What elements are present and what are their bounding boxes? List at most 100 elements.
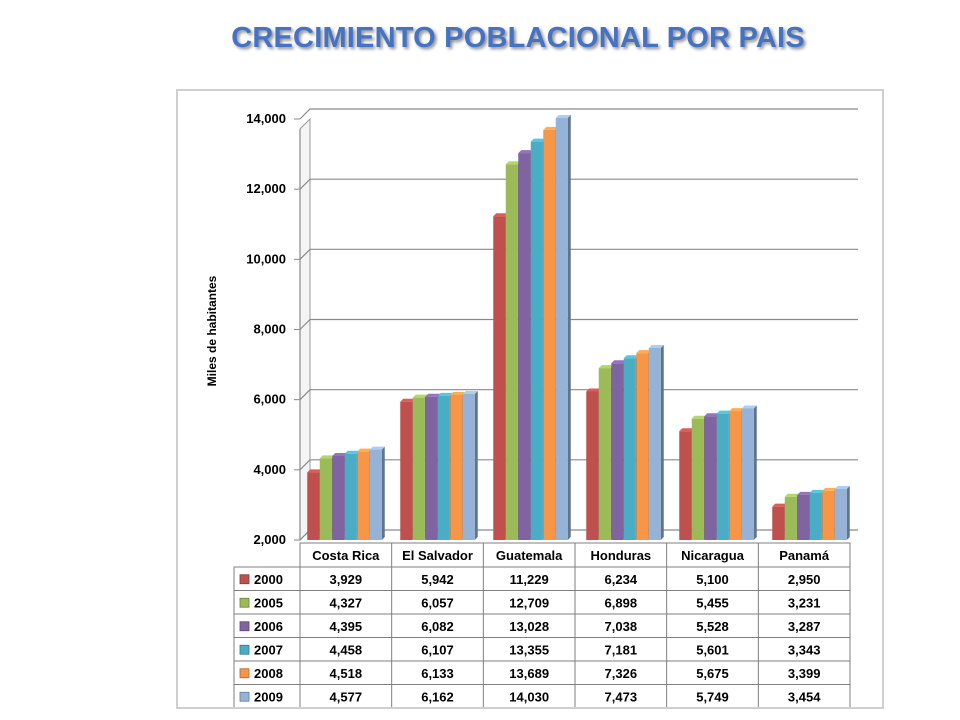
table-cell-value: 13,028	[509, 619, 549, 634]
bar-front	[822, 490, 835, 540]
gridline	[299, 248, 858, 260]
bar-top	[437, 392, 453, 396]
y-tick-label: 12,000	[246, 181, 286, 196]
y-tick-label: 4,000	[253, 462, 286, 477]
bar-top	[450, 392, 466, 396]
category-label: Honduras	[590, 548, 651, 563]
table-cell-value: 5,942	[421, 572, 454, 587]
series-name: 2000	[254, 572, 283, 587]
bar-front	[598, 368, 611, 540]
bar-front	[307, 472, 320, 540]
bar-top	[648, 344, 664, 348]
table-cell-value: 6,082	[421, 619, 454, 634]
bar-front	[450, 395, 463, 540]
table-cell-value: 3,454	[788, 689, 821, 704]
table-cell-value: 6,133	[421, 666, 454, 681]
bar-front	[518, 153, 531, 540]
axis-layer: 2,000 4,000 6,000 8,000 10,000 12,000 14,000	[246, 111, 301, 547]
bar-front	[332, 455, 345, 540]
legend-key	[239, 668, 250, 679]
series-name: 2009	[254, 689, 283, 704]
bar-top	[412, 394, 428, 398]
bar-front	[462, 393, 475, 540]
bar-top	[493, 213, 509, 217]
series-name: 2006	[254, 619, 283, 634]
bar-front	[493, 216, 506, 540]
bar-top	[691, 415, 707, 419]
bar-top	[809, 489, 825, 493]
table-cell-value: 13,689	[509, 666, 549, 681]
bar	[555, 114, 571, 540]
page-title: CRECIMIENTO POBLACIONAL POR PAIS	[231, 22, 805, 54]
table-cell-value: 5,749	[696, 689, 729, 704]
legend-key	[239, 621, 250, 632]
table-cell-value: 2,950	[788, 572, 821, 587]
gridline	[299, 108, 858, 120]
y-tick-label: 8,000	[253, 322, 286, 337]
table-cell-value: 5,675	[696, 666, 729, 681]
legend-key	[239, 644, 250, 655]
bar-front	[611, 363, 624, 540]
bar-side	[660, 344, 664, 540]
gridline	[299, 389, 858, 401]
bar-front	[530, 141, 543, 540]
bar-top	[400, 398, 416, 402]
bar-front	[797, 494, 810, 540]
bar-front	[412, 397, 425, 540]
bar-front	[704, 416, 717, 540]
category-label: Nicaragua	[681, 548, 745, 563]
bar-top	[344, 450, 360, 454]
bar-top	[797, 491, 813, 495]
data-table: Costa Rica El Salvador Guatemala Honduras Ni…	[233, 542, 851, 707]
table-cell-value: 5,455	[696, 595, 729, 610]
table-cell-value: 14,030	[509, 689, 549, 704]
table-cell-value: 4,395	[330, 619, 363, 634]
bar-top	[636, 350, 652, 354]
bar-front	[716, 413, 729, 540]
legend-key	[239, 597, 250, 608]
bar-front	[679, 431, 692, 540]
bar-side	[753, 405, 757, 540]
table-cell-value: 11,229	[510, 572, 549, 587]
bar-top	[425, 393, 441, 397]
table-cell-value: 12,709	[509, 595, 549, 610]
bar-top	[772, 503, 788, 507]
bar-front	[772, 506, 785, 540]
table-cell-value: 3,231	[788, 595, 821, 610]
category-label: El Salvador	[402, 548, 473, 563]
bar-top	[784, 493, 800, 497]
bar-front	[784, 496, 797, 540]
series-name: 2008	[254, 666, 283, 681]
bar-front	[555, 117, 568, 540]
bar-top	[716, 410, 732, 414]
grid-layer	[299, 108, 858, 542]
bar-side	[474, 390, 478, 540]
legend-key	[239, 691, 250, 702]
bar-front	[400, 401, 413, 540]
table-cell-value: 13,355	[509, 642, 549, 657]
chart-frame: 2,000 4,000 6,000 8,000 10,000 12,000 14,000 C…	[176, 89, 884, 709]
bar-top	[462, 390, 478, 394]
table-cell-value: 6,898	[605, 595, 638, 610]
table-cell-value: 6,162	[421, 689, 454, 704]
bar-front	[741, 408, 754, 540]
table-cell-value: 4,458	[330, 642, 363, 657]
bar-front	[425, 396, 438, 540]
bar-top	[834, 485, 850, 489]
table-row	[233, 684, 851, 707]
table-cell-value: 4,327	[330, 595, 363, 610]
bar-top	[741, 405, 757, 409]
bar-top	[586, 388, 602, 392]
table-cell-value: 6,234	[605, 572, 638, 587]
bar-top	[307, 469, 323, 473]
bar-top	[319, 455, 335, 459]
table-cell-value: 5,100	[696, 572, 729, 587]
bar	[834, 485, 850, 540]
y-tick-label: 10,000	[246, 251, 286, 266]
category-label: Panamá	[779, 548, 830, 563]
bar-front	[834, 488, 847, 540]
table-cell-value: 4,518	[330, 666, 363, 681]
bar-front	[505, 164, 518, 540]
bar-side	[567, 114, 571, 540]
bar-top	[679, 428, 695, 432]
